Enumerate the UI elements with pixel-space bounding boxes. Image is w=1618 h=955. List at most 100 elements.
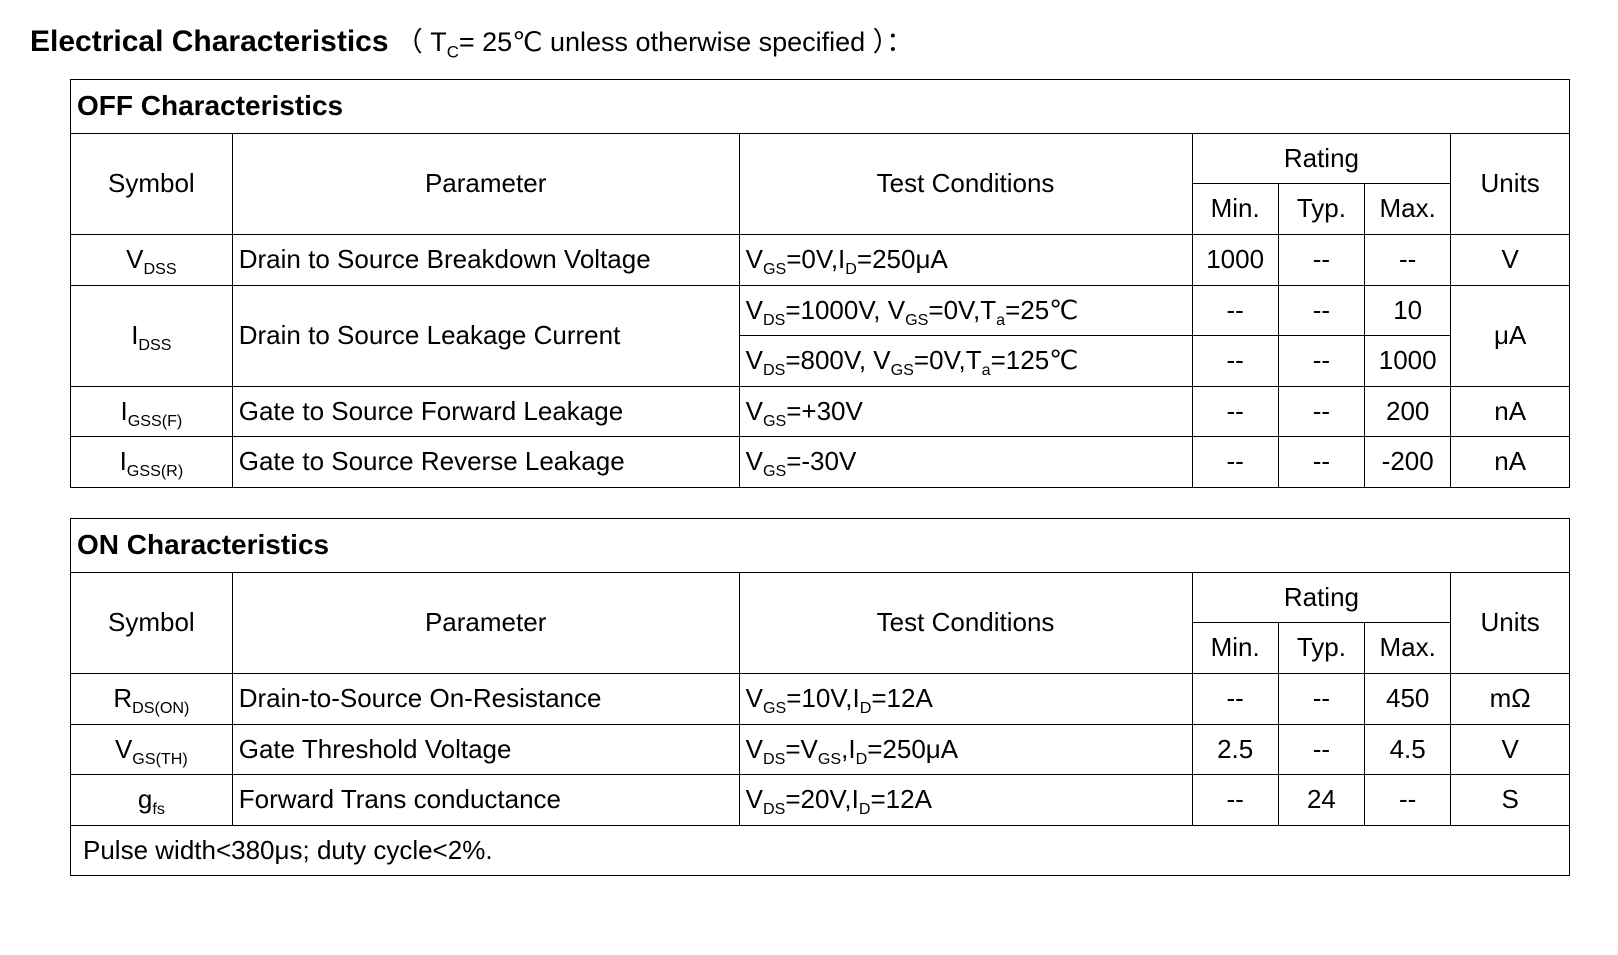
typ-cell: -- bbox=[1278, 673, 1364, 724]
col-test-conditions: Test Conditions bbox=[739, 572, 1192, 673]
table-row: IGSS(F)Gate to Source Forward LeakageVGS… bbox=[71, 386, 1570, 437]
col-max: Max. bbox=[1365, 184, 1451, 235]
min-cell: -- bbox=[1192, 336, 1278, 387]
table-row: VDSSDrain to Source Breakdown VoltageVGS… bbox=[71, 234, 1570, 285]
typ-cell: -- bbox=[1278, 285, 1364, 336]
symbol-cell: IDSS bbox=[71, 285, 233, 386]
parameter-cell: Forward Trans conductance bbox=[232, 775, 739, 826]
symbol-cell: gfs bbox=[71, 775, 233, 826]
col-units: Units bbox=[1451, 572, 1570, 673]
note-row: Pulse width<380μs; duty cycle<2%. bbox=[71, 825, 1570, 876]
col-rating: Rating bbox=[1192, 572, 1451, 623]
parameter-cell: Gate to Source Forward Leakage bbox=[232, 386, 739, 437]
max-cell: -- bbox=[1365, 234, 1451, 285]
col-typ: Typ. bbox=[1278, 623, 1364, 674]
test-conditions-cell: VGS=+30V bbox=[739, 386, 1192, 437]
on-section-title: ON Characteristics bbox=[71, 518, 1570, 572]
table-row: IGSS(R)Gate to Source Reverse LeakageVGS… bbox=[71, 437, 1570, 488]
min-cell: -- bbox=[1192, 285, 1278, 336]
symbol-cell: RDS(ON) bbox=[71, 673, 233, 724]
section-title-row: OFF Characteristics bbox=[71, 80, 1570, 134]
max-cell: 200 bbox=[1365, 386, 1451, 437]
typ-cell: -- bbox=[1278, 724, 1364, 775]
col-symbol: Symbol bbox=[71, 572, 233, 673]
condition-text: VGS=-30V bbox=[746, 446, 857, 476]
min-cell: -- bbox=[1192, 775, 1278, 826]
col-max: Max. bbox=[1365, 623, 1451, 674]
col-rating: Rating bbox=[1192, 133, 1451, 184]
col-test-conditions: Test Conditions bbox=[739, 133, 1192, 234]
test-conditions-cell: VDS=VGS,ID=250μA bbox=[739, 724, 1192, 775]
condition-text: VDS=VGS,ID=250μA bbox=[746, 734, 959, 764]
condition-text: VGS=10V,ID=12A bbox=[746, 683, 933, 713]
parameter-cell: Drain-to-Source On-Resistance bbox=[232, 673, 739, 724]
section-title-row: ON Characteristics bbox=[71, 518, 1570, 572]
col-parameter: Parameter bbox=[232, 133, 739, 234]
on-note: Pulse width<380μs; duty cycle<2%. bbox=[71, 825, 1570, 876]
max-cell: 4.5 bbox=[1365, 724, 1451, 775]
max-cell: 10 bbox=[1365, 285, 1451, 336]
parameter-cell: Gate to Source Reverse Leakage bbox=[232, 437, 739, 488]
col-symbol: Symbol bbox=[71, 133, 233, 234]
table-row: IDSSDrain to Source Leakage CurrentVDS=1… bbox=[71, 285, 1570, 336]
col-min: Min. bbox=[1192, 623, 1278, 674]
title-sub: C bbox=[447, 42, 459, 61]
units-cell: S bbox=[1451, 775, 1570, 826]
max-cell: 1000 bbox=[1365, 336, 1451, 387]
header-row-1: Symbol Parameter Test Conditions Rating … bbox=[71, 572, 1570, 623]
col-parameter: Parameter bbox=[232, 572, 739, 673]
title-suffix: = 25℃ unless otherwise specified ）： bbox=[459, 27, 913, 57]
typ-cell: 24 bbox=[1278, 775, 1364, 826]
title-prefix: （ T bbox=[396, 27, 447, 57]
units-cell: V bbox=[1451, 724, 1570, 775]
parameter-cell: Drain to Source Leakage Current bbox=[232, 285, 739, 386]
col-min: Min. bbox=[1192, 184, 1278, 235]
units-cell: mΩ bbox=[1451, 673, 1570, 724]
parameter-cell: Gate Threshold Voltage bbox=[232, 724, 739, 775]
table-row: gfsForward Trans conductanceVDS=20V,ID=1… bbox=[71, 775, 1570, 826]
condition-text: VDS=800V, VGS=0V,Ta=125℃ bbox=[746, 345, 1079, 375]
col-units: Units bbox=[1451, 133, 1570, 234]
max-cell: -200 bbox=[1365, 437, 1451, 488]
test-conditions-cell: VGS=0V,ID=250μA bbox=[739, 234, 1192, 285]
units-cell: V bbox=[1451, 234, 1570, 285]
max-cell: 450 bbox=[1365, 673, 1451, 724]
table-row: RDS(ON)Drain-to-Source On-ResistanceVGS=… bbox=[71, 673, 1570, 724]
min-cell: -- bbox=[1192, 437, 1278, 488]
units-cell: nA bbox=[1451, 437, 1570, 488]
condition-text: VDS=1000V, VGS=0V,Ta=25℃ bbox=[746, 295, 1079, 325]
units-cell: nA bbox=[1451, 386, 1570, 437]
col-typ: Typ. bbox=[1278, 184, 1364, 235]
condition-text: VGS=+30V bbox=[746, 396, 863, 426]
header-row-1: Symbol Parameter Test Conditions Rating … bbox=[71, 133, 1570, 184]
symbol-cell: VGS(TH) bbox=[71, 724, 233, 775]
test-conditions-cell: VGS=10V,ID=12A bbox=[739, 673, 1192, 724]
max-cell: -- bbox=[1365, 775, 1451, 826]
condition-text: VGS=0V,ID=250μA bbox=[746, 244, 948, 274]
condition-text: VDS=20V,ID=12A bbox=[746, 784, 932, 814]
min-cell: 2.5 bbox=[1192, 724, 1278, 775]
table-row: VGS(TH)Gate Threshold VoltageVDS=VGS,ID=… bbox=[71, 724, 1570, 775]
title-condition: （ TC= 25℃ unless otherwise specified ）： bbox=[396, 27, 913, 57]
test-conditions-cell: VGS=-30V bbox=[739, 437, 1192, 488]
off-section-title: OFF Characteristics bbox=[71, 80, 1570, 134]
test-conditions-cell: VDS=800V, VGS=0V,Ta=125℃ bbox=[739, 336, 1192, 387]
typ-cell: -- bbox=[1278, 234, 1364, 285]
on-characteristics-table-wrap: ON Characteristics Symbol Parameter Test… bbox=[70, 518, 1588, 876]
on-characteristics-table: ON Characteristics Symbol Parameter Test… bbox=[70, 518, 1570, 876]
title-bold: Electrical Characteristics bbox=[30, 25, 389, 58]
parameter-cell: Drain to Source Breakdown Voltage bbox=[232, 234, 739, 285]
off-characteristics-table-wrap: OFF Characteristics Symbol Parameter Tes… bbox=[70, 79, 1588, 488]
symbol-cell: IGSS(F) bbox=[71, 386, 233, 437]
typ-cell: -- bbox=[1278, 437, 1364, 488]
page-title: Electrical Characteristics （ TC= 25℃ unl… bbox=[30, 20, 1588, 59]
typ-cell: -- bbox=[1278, 336, 1364, 387]
symbol-cell: IGSS(R) bbox=[71, 437, 233, 488]
off-characteristics-table: OFF Characteristics Symbol Parameter Tes… bbox=[70, 79, 1570, 488]
min-cell: 1000 bbox=[1192, 234, 1278, 285]
test-conditions-cell: VDS=20V,ID=12A bbox=[739, 775, 1192, 826]
test-conditions-cell: VDS=1000V, VGS=0V,Ta=25℃ bbox=[739, 285, 1192, 336]
min-cell: -- bbox=[1192, 673, 1278, 724]
min-cell: -- bbox=[1192, 386, 1278, 437]
units-cell: μA bbox=[1451, 285, 1570, 386]
